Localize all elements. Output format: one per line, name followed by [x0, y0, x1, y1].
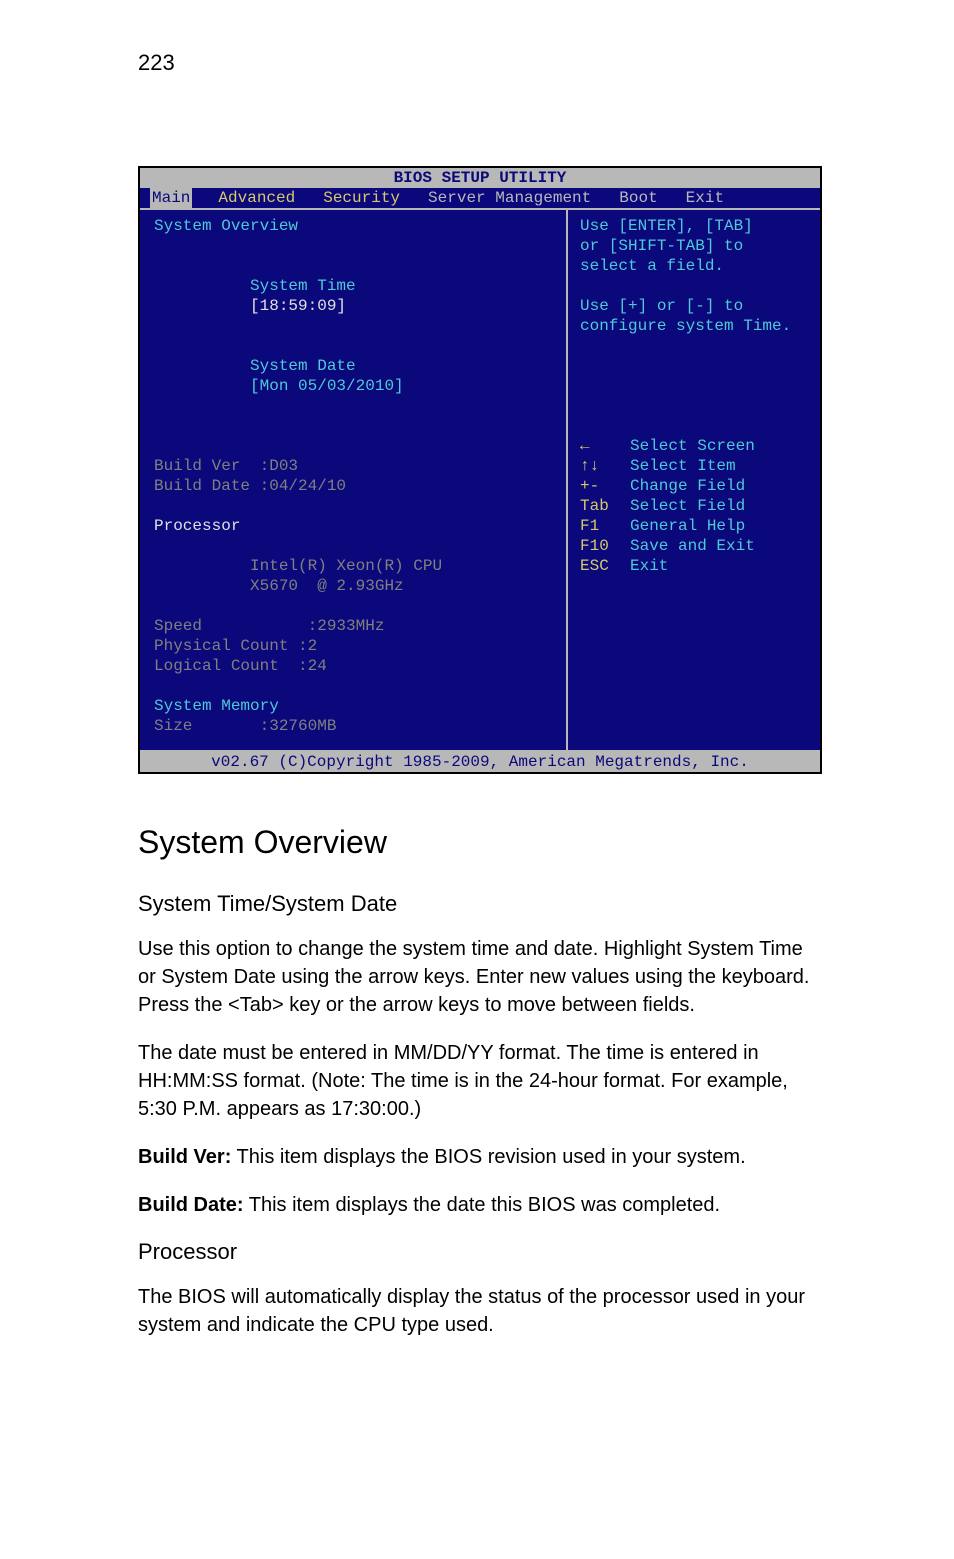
- help-key: ESC: [580, 556, 630, 576]
- help-key: ←: [580, 436, 630, 456]
- help-key: +-: [580, 476, 630, 496]
- help-val: Select Screen: [630, 437, 755, 455]
- help-val: Save and Exit: [630, 537, 755, 555]
- build-date: Build Date :04/24/10: [154, 476, 554, 496]
- help-val: Select Field: [630, 497, 745, 515]
- bios-footer: v02.67 (C)Copyright 1985-2009, American …: [140, 750, 820, 772]
- bios-tab-boot[interactable]: Boot: [619, 188, 671, 208]
- help-line: configure system Time.: [580, 316, 810, 336]
- processor-speed: Speed :2933MHz: [154, 616, 554, 636]
- bios-tab-advanced[interactable]: Advanced: [218, 188, 309, 208]
- build-ver: Build Ver :D03: [154, 456, 554, 476]
- bios-tab-server-mgmt[interactable]: Server Management: [428, 188, 605, 208]
- doc-paragraph: Use this option to change the system tim…: [138, 935, 816, 1019]
- help-line: Use [+] or [-] to: [580, 296, 810, 316]
- memory-heading: System Memory: [154, 696, 554, 716]
- help-val: Select Item: [630, 457, 736, 475]
- build-ver-label: Build Ver:: [138, 1146, 231, 1168]
- doc-paragraph: Build Date: This item displays the date …: [138, 1191, 816, 1219]
- processor-heading: Processor: [154, 516, 554, 536]
- help-val: Change Field: [630, 477, 745, 495]
- help-val: Exit: [630, 557, 668, 575]
- help-line: or [SHIFT-TAB] to: [580, 236, 810, 256]
- bios-screenshot: BIOS SETUP UTILITY Main Advanced Securit…: [138, 166, 822, 774]
- help-key: ↑↓: [580, 456, 630, 476]
- help-key: F1: [580, 516, 630, 536]
- overview-heading: System Overview: [154, 216, 554, 236]
- bios-tab-main[interactable]: Main: [150, 188, 192, 208]
- build-ver-text: This item displays the BIOS revision use…: [231, 1146, 745, 1168]
- memory-size: Size :32760MB: [154, 716, 554, 736]
- doc-h2-system-time: System Time/System Date: [138, 891, 816, 917]
- system-time-label: System Time: [250, 276, 480, 296]
- system-time-value[interactable]: [18:59:09]: [250, 297, 346, 315]
- help-line: select a field.: [580, 256, 810, 276]
- help-key: Tab: [580, 496, 630, 516]
- build-date-label: Build Date:: [138, 1194, 244, 1216]
- processor-phys-count: Physical Count :2: [154, 636, 554, 656]
- doc-paragraph: The date must be entered in MM/DD/YY for…: [138, 1039, 816, 1123]
- bios-help-pane: Use [ENTER], [TAB] or [SHIFT-TAB] to sel…: [568, 208, 820, 750]
- help-val: General Help: [630, 517, 745, 535]
- bios-left-pane: System Overview System Time [18:59:09] S…: [140, 208, 568, 750]
- doc-h1: System Overview: [138, 824, 816, 861]
- bios-tab-exit[interactable]: Exit: [686, 188, 738, 208]
- help-key: F10: [580, 536, 630, 556]
- processor-name-left: Intel(R) Xeon(R) CPU: [250, 556, 480, 576]
- system-date-value[interactable]: [Mon 05/03/2010]: [250, 377, 404, 395]
- doc-paragraph: The BIOS will automatically display the …: [138, 1283, 816, 1339]
- page-number: 223: [138, 50, 816, 76]
- bios-title: BIOS SETUP UTILITY: [140, 168, 820, 188]
- processor-log-count: Logical Count :24: [154, 656, 554, 676]
- doc-h2-processor: Processor: [138, 1239, 816, 1265]
- doc-paragraph: Build Ver: This item displays the BIOS r…: [138, 1143, 816, 1171]
- help-line: Use [ENTER], [TAB]: [580, 216, 810, 236]
- processor-name-right: X5670 @ 2.93GHz: [250, 577, 404, 595]
- bios-tab-security[interactable]: Security: [323, 188, 414, 208]
- system-date-label: System Date: [250, 356, 480, 376]
- bios-tab-bar: Main Advanced Security Server Management…: [140, 188, 820, 208]
- build-date-text: This item displays the date this BIOS wa…: [244, 1194, 721, 1216]
